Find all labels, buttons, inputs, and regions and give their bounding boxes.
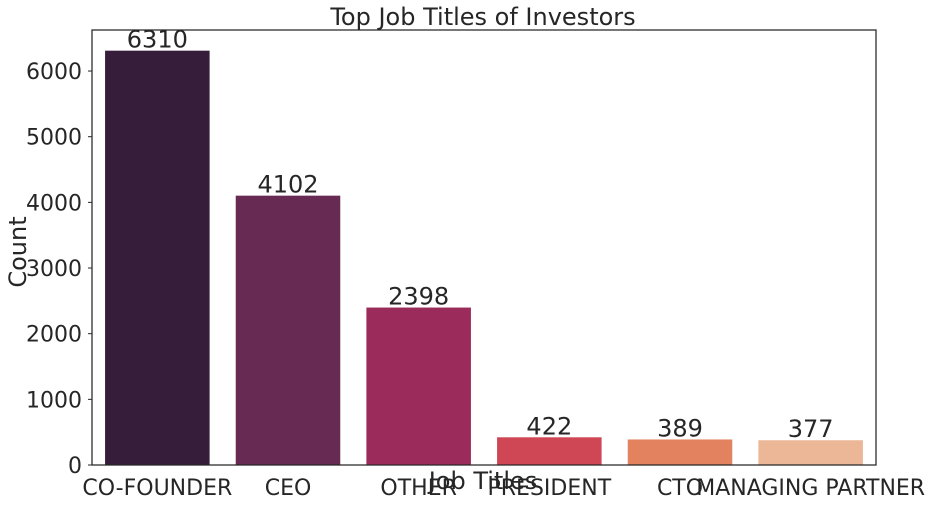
bar-value-label: 377 [788, 415, 834, 443]
y-tick-label: 4000 [26, 191, 82, 216]
bar-cto [627, 439, 733, 465]
bar-value-label: 4102 [257, 171, 318, 199]
y-tick-label: 1000 [26, 388, 82, 413]
bar-value-label: 389 [657, 414, 703, 442]
x-tick-label: MANAGING PARTNER [696, 476, 925, 501]
plot-frame [91, 29, 877, 466]
x-axis-label: Job Titles [427, 467, 538, 495]
y-tick-label: 0 [68, 454, 82, 479]
y-tick-label: 3000 [26, 257, 82, 282]
y-tick-label: 5000 [26, 126, 82, 151]
x-tick-label: CEO [265, 476, 312, 501]
chart-title: Top Job Titles of Investors [329, 3, 635, 31]
bar-managing-partner [758, 440, 863, 465]
x-tick-label: PRESIDENT [488, 476, 612, 501]
x-tick-label: CO-FOUNDER [82, 476, 232, 501]
y-tick-label: 2000 [26, 323, 82, 348]
y-tick-label: 6000 [26, 60, 82, 85]
x-tick-label: CTO [657, 476, 703, 501]
y-axis: 0 1000 2000 3000 4000 5000 6000 [26, 60, 92, 479]
bar-co-founder [105, 50, 210, 466]
bar-president [497, 437, 602, 465]
y-axis-label: Count [4, 216, 32, 287]
bar-other [366, 307, 471, 465]
bar-value-label: 422 [526, 412, 572, 440]
x-tick-label: OTHER [380, 476, 456, 501]
bar-ceo [235, 195, 341, 465]
bar-value-label: 2398 [388, 283, 449, 311]
